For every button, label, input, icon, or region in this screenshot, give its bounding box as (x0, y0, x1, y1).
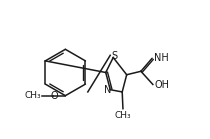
Text: OH: OH (154, 80, 169, 90)
Text: S: S (111, 51, 117, 61)
Text: CH₃: CH₃ (115, 111, 131, 120)
Text: N: N (104, 85, 111, 95)
Text: CH₃: CH₃ (25, 91, 41, 100)
Text: O: O (50, 91, 58, 101)
Text: NH: NH (154, 53, 168, 63)
